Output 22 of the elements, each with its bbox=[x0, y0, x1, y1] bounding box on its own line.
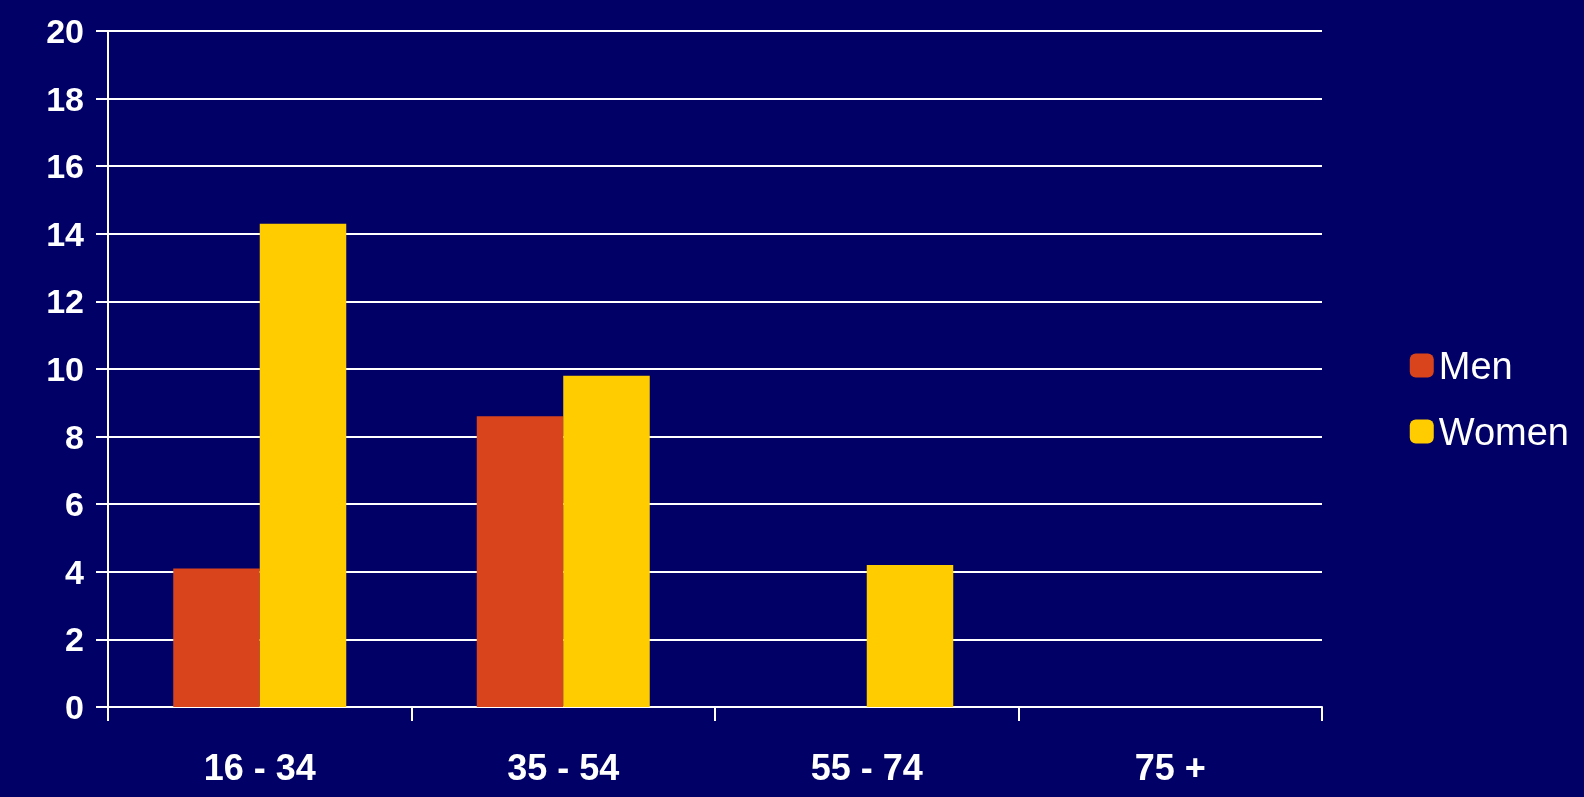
y-tick-label: 14 bbox=[46, 214, 85, 253]
y-tick-label: 18 bbox=[46, 79, 84, 118]
y-tick-label: 20 bbox=[46, 12, 84, 50]
bar bbox=[563, 375, 650, 707]
bar bbox=[866, 565, 954, 707]
bar bbox=[173, 568, 260, 707]
y-tick-label: 4 bbox=[65, 552, 85, 591]
y-tick-label: 6 bbox=[65, 485, 84, 524]
x-tick-label: 75 + bbox=[1134, 746, 1206, 788]
x-tick-label: 55 - 74 bbox=[810, 746, 923, 788]
y-tick-label: 2 bbox=[65, 620, 84, 659]
x-tick-label: 16 - 34 bbox=[203, 746, 316, 788]
y-tick-label: 0 bbox=[65, 688, 84, 726]
y-tick-label: 16 bbox=[46, 147, 84, 186]
bar bbox=[259, 223, 347, 707]
legend-label: Men bbox=[1438, 344, 1513, 387]
x-tick-label: 35 - 54 bbox=[507, 746, 620, 788]
y-tick-label: 8 bbox=[65, 417, 84, 456]
bar bbox=[476, 416, 564, 707]
legend-label: Women bbox=[1438, 410, 1570, 453]
y-tick-label: 12 bbox=[46, 282, 84, 321]
y-tick-label: 10 bbox=[46, 350, 84, 388]
